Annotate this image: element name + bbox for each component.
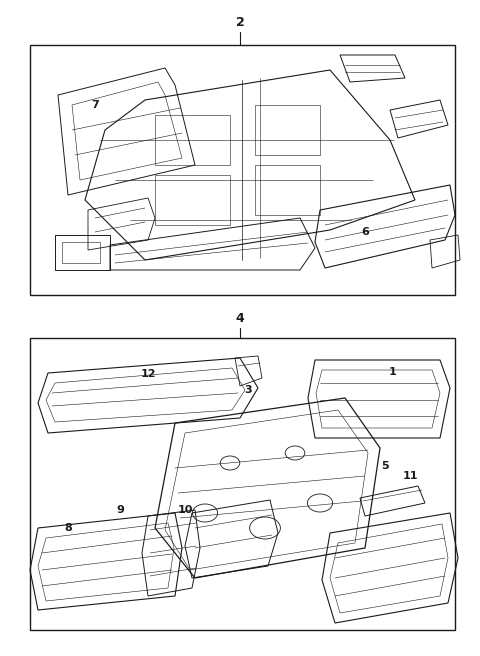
- Bar: [255, 105, 320, 155]
- Text: 8: 8: [64, 523, 72, 533]
- Text: 12: 12: [140, 369, 156, 379]
- Text: 11: 11: [402, 471, 418, 481]
- Text: 4: 4: [236, 312, 244, 325]
- Text: 3: 3: [244, 385, 252, 395]
- Bar: [255, 165, 320, 215]
- Bar: [155, 115, 230, 165]
- Text: 1: 1: [389, 367, 397, 377]
- Text: 2: 2: [236, 16, 244, 28]
- Text: 6: 6: [361, 227, 369, 237]
- Bar: [30, 338, 455, 630]
- Bar: [30, 45, 455, 295]
- Text: 7: 7: [91, 100, 99, 110]
- Text: 9: 9: [116, 505, 124, 515]
- Text: 5: 5: [381, 461, 389, 471]
- Text: 10: 10: [177, 505, 192, 515]
- Bar: [155, 175, 230, 225]
- Bar: [55, 235, 110, 270]
- Bar: [62, 242, 100, 263]
